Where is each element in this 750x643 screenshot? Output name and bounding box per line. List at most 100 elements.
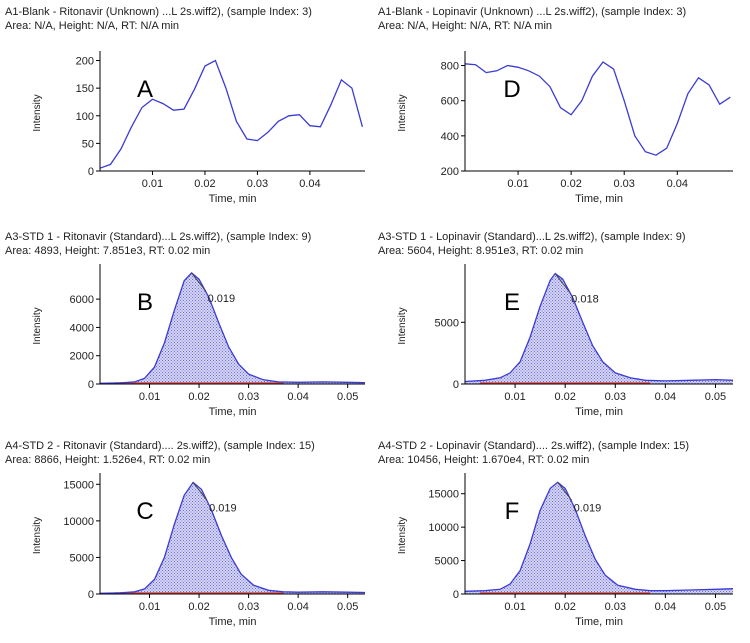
chart-panel-a: A1-Blank - Ritonavir (Unknown) ...L 2s.w… — [5, 6, 365, 205]
y-tick-label: 5000 — [435, 317, 459, 329]
peak-area-fill — [465, 482, 733, 594]
panel-letter: D — [503, 76, 520, 103]
y-tick-label: 0 — [88, 166, 94, 178]
x-tick-label: 0.04 — [655, 391, 676, 403]
y-tick-label: 800 — [441, 61, 459, 73]
panel-header-title: A4-STD 2 - Lopinavir (Standard).... 2s.w… — [378, 440, 689, 452]
peak-leader-line — [192, 482, 208, 501]
x-tick-label: 0.02 — [194, 178, 215, 190]
y-axis-title: Intensity — [32, 517, 43, 554]
panel-header-stats: Area: 5604, Height: 8.951e3, RT: 0.02 mi… — [378, 245, 583, 257]
x-tick-label: 0.05 — [337, 601, 358, 613]
chart-panel-d: A1-Blank - Lopinavir (Unknown) ...L 2s.w… — [378, 6, 733, 205]
chart-panel-f: A4-STD 2 - Lopinavir (Standard).... 2s.w… — [378, 440, 734, 628]
peak-area-fill — [465, 273, 733, 384]
y-tick-label: 0 — [453, 379, 459, 391]
x-tick-label: 0.03 — [247, 178, 268, 190]
x-tick-label: 0.02 — [554, 601, 575, 613]
y-tick-label: 10000 — [428, 522, 459, 534]
x-tick-label: 0.01 — [139, 391, 160, 403]
panel-header-title: A1-Blank - Ritonavir (Unknown) ...L 2s.w… — [5, 6, 312, 18]
x-tick-label: 0.03 — [605, 601, 626, 613]
panel-header-stats: Area: 8866, Height: 1.526e4, RT: 0.02 mi… — [5, 454, 210, 466]
x-tick-label: 0.02 — [554, 391, 575, 403]
series-line — [99, 272, 366, 384]
series-line — [464, 61, 731, 156]
peak-area-fill — [100, 482, 365, 594]
x-tick-label: 0.02 — [188, 601, 209, 613]
x-tick-label: 0.05 — [705, 391, 726, 403]
y-tick-label: 2000 — [70, 351, 94, 363]
panel-header-title: A3-STD 1 - Lopinavir (Standard)...L 2s.w… — [378, 231, 686, 243]
series-line — [464, 272, 734, 383]
x-tick-label: 0.01 — [139, 601, 160, 613]
x-tick-label: 0.04 — [655, 601, 676, 613]
panel-letter: B — [137, 289, 153, 316]
x-tick-label: 0.01 — [507, 178, 528, 190]
y-tick-label: 0 — [88, 589, 94, 601]
panel-letter: F — [505, 498, 520, 525]
x-tick-label: 0.05 — [337, 391, 358, 403]
x-tick-label: 0.01 — [504, 391, 525, 403]
series-line — [99, 481, 366, 594]
y-tick-label: 0 — [453, 589, 459, 601]
panel-header-title: A4-STD 2 - Ritonavir (Standard).... 2s.w… — [5, 440, 315, 452]
chart-panel-b: A3-STD 1 - Ritonavir (Standard)...L 2s.w… — [5, 231, 366, 418]
y-tick-label: 5000 — [70, 552, 94, 564]
x-axis-title: Time, min — [209, 406, 257, 418]
panel-header-stats: Area: N/A, Height: N/A, RT: N/A min — [378, 20, 552, 32]
y-tick-label: 150 — [76, 83, 94, 95]
y-tick-label: 100 — [76, 111, 94, 123]
y-tick-label: 15000 — [428, 489, 459, 501]
panel-letter: C — [136, 498, 153, 525]
series-line — [99, 59, 364, 169]
panel-letter: A — [137, 76, 153, 103]
y-tick-label: 6000 — [70, 294, 94, 306]
x-tick-label: 0.02 — [560, 178, 581, 190]
panel-header-stats: Area: 10456, Height: 1.670e4, RT: 0.02 m… — [378, 454, 589, 466]
x-tick-label: 0.01 — [504, 601, 525, 613]
x-axis-title: Time, min — [575, 193, 623, 205]
x-tick-label: 0.05 — [705, 601, 726, 613]
x-axis-title: Time, min — [575, 616, 623, 628]
y-tick-label: 5000 — [435, 556, 459, 568]
panel-header-title: A1-Blank - Lopinavir (Unknown) ...L 2s.w… — [378, 6, 686, 18]
peak-leader-line — [557, 482, 573, 501]
y-axis-title: Intensity — [397, 94, 408, 131]
x-tick-label: 0.02 — [188, 391, 209, 403]
y-axis-title: Intensity — [32, 307, 43, 344]
peak-leader-line — [554, 273, 570, 292]
y-tick-label: 50 — [82, 138, 94, 150]
x-tick-label: 0.03 — [613, 178, 634, 190]
series-line — [464, 481, 734, 592]
peak-area-fill — [100, 272, 365, 384]
x-axis-title: Time, min — [575, 406, 623, 418]
panel-letter: E — [504, 289, 520, 316]
x-axis-title: Time, min — [209, 193, 257, 205]
y-tick-label: 0 — [88, 379, 94, 391]
y-tick-label: 4000 — [70, 322, 94, 334]
peak-rt-label: 0.019 — [574, 502, 602, 514]
y-axis-title: Intensity — [32, 94, 43, 131]
peak-rt-label: 0.019 — [208, 293, 236, 305]
y-tick-label: 10000 — [63, 516, 94, 528]
peak-leader-line — [191, 272, 207, 292]
y-tick-label: 15000 — [63, 479, 94, 491]
x-tick-label: 0.03 — [238, 391, 259, 403]
chart-panel-c: A4-STD 2 - Ritonavir (Standard).... 2s.w… — [5, 440, 366, 628]
x-tick-label: 0.04 — [287, 601, 308, 613]
peak-rt-label: 0.018 — [571, 294, 599, 306]
panel-header-title: A3-STD 1 - Ritonavir (Standard)...L 2s.w… — [5, 231, 311, 243]
x-tick-label: 0.03 — [605, 391, 626, 403]
y-axis-title: Intensity — [397, 307, 408, 344]
y-tick-label: 400 — [441, 131, 459, 143]
y-tick-label: 600 — [441, 96, 459, 108]
peak-rt-label: 0.019 — [209, 502, 237, 514]
chart-panel-e: A3-STD 1 - Lopinavir (Standard)...L 2s.w… — [378, 231, 734, 418]
panel-header-stats: Area: 4893, Height: 7.851e3, RT: 0.02 mi… — [5, 245, 210, 257]
y-axis-title: Intensity — [397, 517, 408, 554]
x-tick-label: 0.01 — [142, 178, 163, 190]
x-tick-label: 0.04 — [299, 178, 320, 190]
x-tick-label: 0.03 — [238, 601, 259, 613]
